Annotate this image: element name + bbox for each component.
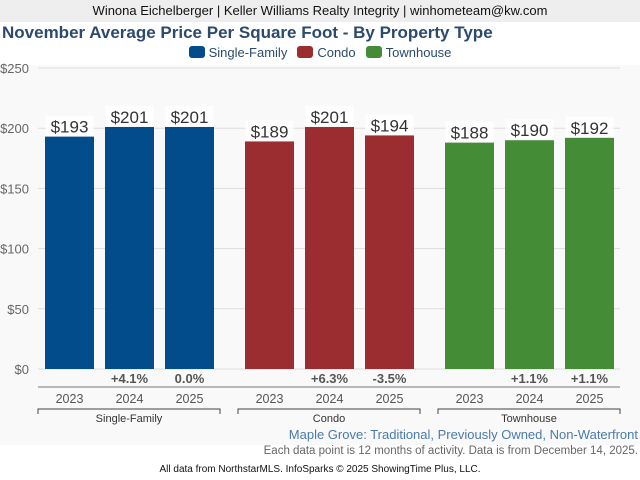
x-tick-label: 2025 <box>176 392 204 406</box>
change-label: -3.5% <box>373 371 407 386</box>
value-label: $188 <box>451 124 489 143</box>
y-tick-label: $100 <box>0 242 29 257</box>
bar-single-family-2024 <box>105 126 154 369</box>
x-tick-label: 2024 <box>116 392 144 406</box>
legend-label: Townhouse <box>385 45 452 60</box>
legend-swatch <box>188 46 205 58</box>
group-bracket <box>237 408 421 414</box>
data-note: Each data point is 12 months of activity… <box>263 445 638 457</box>
x-tick-label: 2023 <box>256 392 284 406</box>
value-label: $194 <box>371 116 409 135</box>
change-label: 0.0% <box>175 371 205 386</box>
change-label: +1.1% <box>511 371 549 386</box>
y-tick-label: $0 <box>15 362 29 377</box>
value-label-bg <box>245 120 294 141</box>
legend-swatch <box>365 46 382 58</box>
chart-subtitle: Maple Grove: Traditional, Previously Own… <box>288 427 638 442</box>
value-label: $189 <box>251 122 289 141</box>
y-tick-label: $50 <box>7 302 29 317</box>
bar-chart: $0 $50 $100 $150 $200 $250 $193 2023 $201 +4.1% 20… <box>0 61 621 425</box>
bar-condo-2025 <box>365 135 414 369</box>
bar-townhouse-2024 <box>505 140 554 369</box>
legend: Single-Family Condo Townhouse <box>0 45 640 60</box>
y-tick-label: $250 <box>0 61 29 76</box>
value-label: $193 <box>51 118 89 137</box>
bar-townhouse-2023 <box>445 142 494 369</box>
x-tick-label: 2023 <box>456 392 484 406</box>
chart-title: November Average Price Per Square Foot -… <box>2 23 493 42</box>
y-tick-label: $200 <box>0 121 29 136</box>
value-label-bg <box>565 116 614 137</box>
value-label: $190 <box>511 121 549 140</box>
value-label-bg <box>305 105 354 126</box>
change-label: +4.1% <box>111 371 149 386</box>
value-label-bg <box>165 105 214 126</box>
bar-condo-2023 <box>245 141 294 369</box>
value-label-bg <box>105 105 154 126</box>
group-label: Townhouse <box>501 413 557 425</box>
bar-townhouse-2025 <box>565 137 614 369</box>
group-bracket <box>37 408 221 414</box>
legend-swatch <box>297 46 314 58</box>
bar-single-family-2023 <box>45 136 94 369</box>
legend-item-townhouse[interactable]: Townhouse <box>365 45 452 60</box>
x-tick-label: 2024 <box>516 392 544 406</box>
value-label: $201 <box>311 108 349 127</box>
value-label-bg <box>445 121 494 142</box>
value-label: $201 <box>111 108 149 127</box>
footer-credit: All data from NorthstarMLS. InfoSparks ©… <box>159 464 481 475</box>
legend-label: Condo <box>317 45 356 60</box>
legend-label: Single-Family <box>208 45 288 60</box>
bar-condo-2024 <box>305 126 354 369</box>
value-label-bg <box>365 114 414 135</box>
x-tick-label: 2024 <box>316 392 344 406</box>
group-bracket <box>437 408 621 414</box>
change-label: +6.3% <box>311 371 349 386</box>
value-label-bg <box>45 115 94 136</box>
bar-single-family-2025 <box>165 126 214 369</box>
y-tick-label: $150 <box>0 181 29 196</box>
group-label: Single-Family <box>96 413 163 425</box>
x-tick-label: 2025 <box>376 392 404 406</box>
change-label: +1.1% <box>571 371 609 386</box>
legend-item-condo[interactable]: Condo <box>297 45 356 60</box>
value-label: $192 <box>571 119 609 138</box>
x-tick-label: 2023 <box>56 392 84 406</box>
group-label: Condo <box>313 413 345 425</box>
legend-item-single-family[interactable]: Single-Family <box>188 45 288 60</box>
x-tick-label: 2025 <box>576 392 604 406</box>
value-label-bg <box>505 119 554 140</box>
agent-info-bar: Winona Eichelberger | Keller Williams Re… <box>0 0 640 22</box>
value-label: $201 <box>171 108 209 127</box>
